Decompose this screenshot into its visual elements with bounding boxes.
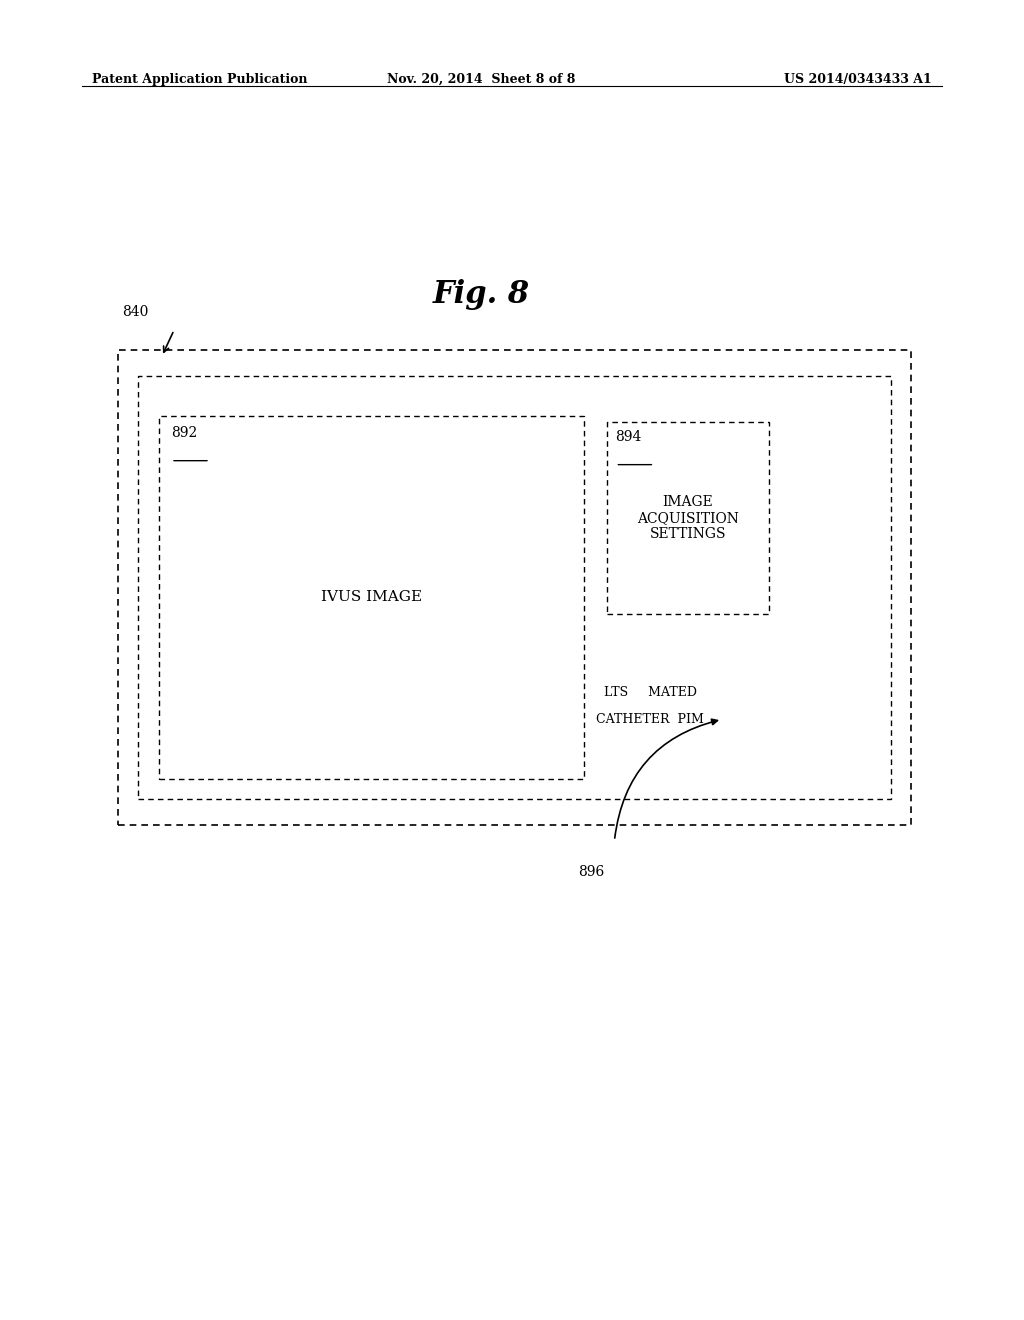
Text: IMAGE
ACQUISITION
SETTINGS: IMAGE ACQUISITION SETTINGS xyxy=(637,495,739,541)
Text: 840: 840 xyxy=(122,305,148,319)
Bar xyxy=(607,422,769,614)
Bar xyxy=(138,376,891,799)
Bar xyxy=(159,416,584,779)
Bar xyxy=(118,350,911,825)
Text: 892: 892 xyxy=(171,426,198,441)
Text: 896: 896 xyxy=(579,865,605,879)
Text: Fig. 8: Fig. 8 xyxy=(433,280,529,310)
Text: LTS     MATED: LTS MATED xyxy=(604,686,696,700)
Text: IVUS IMAGE: IVUS IMAGE xyxy=(321,590,422,605)
Text: Patent Application Publication: Patent Application Publication xyxy=(92,73,307,86)
Text: CATHETER  PIM: CATHETER PIM xyxy=(596,713,705,726)
Text: US 2014/0343433 A1: US 2014/0343433 A1 xyxy=(784,73,932,86)
Text: Nov. 20, 2014  Sheet 8 of 8: Nov. 20, 2014 Sheet 8 of 8 xyxy=(387,73,575,86)
Text: 894: 894 xyxy=(615,430,642,445)
FancyArrowPatch shape xyxy=(614,719,718,838)
